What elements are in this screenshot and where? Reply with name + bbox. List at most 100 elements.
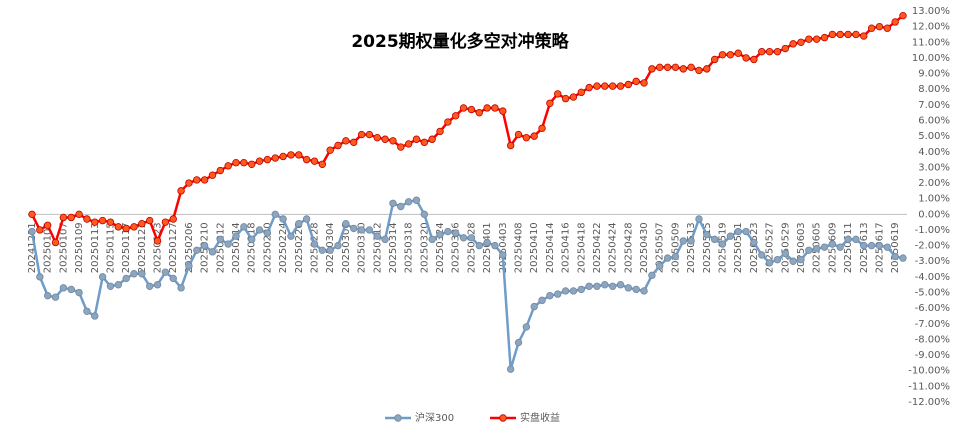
x-tick-label: 20250424 [608, 222, 619, 273]
point [656, 63, 664, 72]
x-tick-label: 20250117 [121, 222, 132, 273]
point [161, 218, 170, 226]
point [538, 296, 546, 305]
y-tick-label: -9.00% [915, 350, 950, 361]
point [734, 227, 742, 236]
point [302, 215, 311, 223]
point [106, 218, 115, 226]
point [240, 159, 248, 167]
point [342, 137, 350, 145]
point [860, 32, 868, 40]
point [554, 290, 562, 298]
point [146, 216, 154, 225]
x-tick-label: 20250509 [670, 222, 681, 273]
point [742, 227, 750, 236]
point [883, 243, 892, 251]
point [334, 241, 342, 250]
point [530, 132, 538, 140]
y-tick-label: 8.00% [918, 84, 950, 95]
legend-marker [499, 414, 507, 422]
point [59, 284, 68, 292]
point [522, 323, 531, 331]
point [318, 160, 327, 168]
point [663, 63, 672, 72]
point [679, 65, 687, 73]
point [860, 241, 868, 250]
point [200, 176, 209, 184]
point [530, 302, 538, 311]
point [271, 154, 279, 162]
point [836, 30, 844, 39]
point [224, 240, 232, 248]
x-tick-label: 20241231 [27, 222, 38, 273]
point [444, 118, 452, 126]
point [28, 210, 36, 219]
point [318, 246, 327, 254]
point [506, 365, 515, 373]
y-tick-label: -1.00% [915, 225, 950, 236]
point [797, 255, 805, 264]
point [765, 259, 774, 267]
point [506, 141, 515, 150]
y-tick-label: 12.00% [912, 22, 950, 33]
point [169, 215, 177, 223]
point [404, 198, 413, 206]
point [828, 240, 837, 248]
point [899, 254, 907, 262]
point [302, 155, 311, 164]
point [883, 24, 892, 32]
x-tick-label: 20250212 [215, 222, 226, 273]
point [28, 227, 36, 236]
point [867, 241, 876, 250]
point [428, 135, 436, 143]
x-tick-label: 20250515 [702, 222, 713, 273]
point [43, 291, 52, 300]
point [695, 66, 703, 75]
point [248, 235, 256, 244]
point [710, 235, 719, 244]
point [554, 90, 562, 98]
x-tick-label: 20250611 [843, 222, 854, 273]
point [656, 262, 664, 270]
x-tick-label: 20250220 [262, 222, 273, 273]
x-tick-label: 20250121 [137, 222, 148, 273]
point [844, 30, 852, 39]
point [758, 251, 766, 259]
x-tick-label: 20250408 [514, 222, 525, 273]
point [287, 151, 295, 159]
point [334, 141, 342, 150]
point [75, 210, 83, 219]
point [663, 254, 672, 262]
x-tick-label: 20250328 [466, 222, 477, 273]
point [671, 63, 680, 72]
point [208, 171, 217, 179]
point [232, 232, 240, 240]
point [122, 224, 130, 233]
point [342, 220, 350, 228]
point [397, 202, 405, 211]
point [624, 80, 633, 89]
point [522, 133, 531, 142]
point [114, 223, 123, 231]
point [491, 104, 499, 112]
chart-title: 2025期权量化多空对冲策略 [351, 31, 569, 52]
point [43, 221, 52, 229]
point [875, 241, 884, 250]
point [208, 248, 217, 256]
point [546, 291, 554, 300]
point [616, 82, 625, 90]
point [381, 135, 389, 143]
x-tick-label: 20250414 [545, 222, 556, 273]
y-tick-label: -6.00% [915, 303, 950, 314]
point [797, 38, 805, 46]
y-tick-label: 7.00% [918, 100, 950, 111]
point [420, 210, 429, 219]
point [122, 274, 130, 283]
y-tick-label: 2.00% [918, 178, 950, 189]
x-tick-label: 20250115 [105, 222, 116, 273]
point [828, 30, 837, 39]
x-tick-label: 20250107 [58, 222, 69, 273]
point [648, 271, 656, 280]
x-tick-label: 20250123 [153, 222, 164, 273]
x-tick-label: 20250228 [309, 222, 320, 273]
